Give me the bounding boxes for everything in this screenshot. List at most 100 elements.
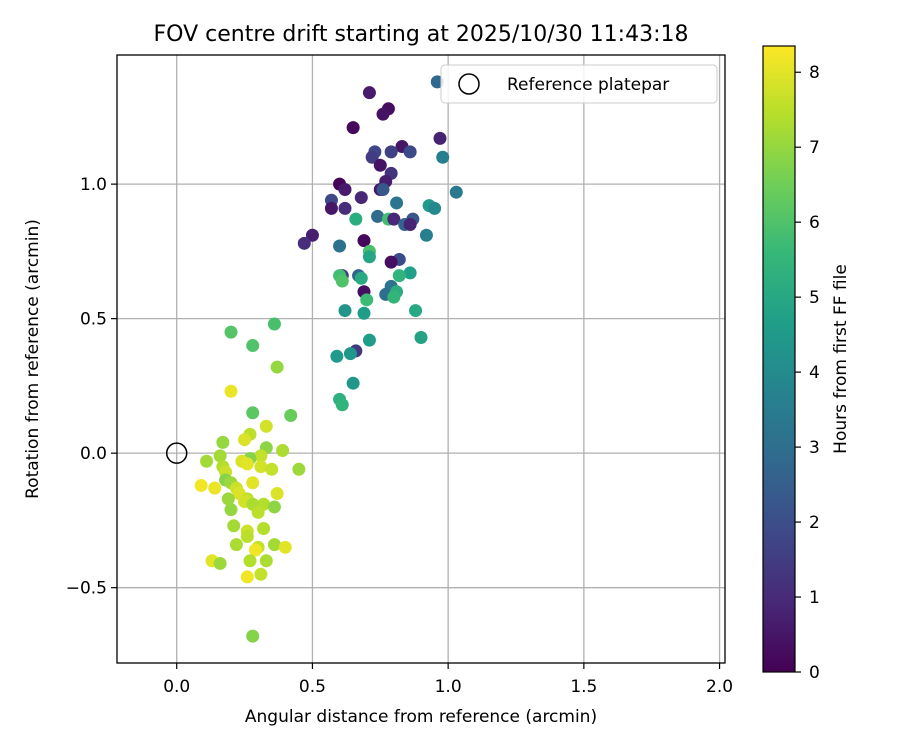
data-point — [243, 554, 257, 568]
legend: Reference platepar — [440, 64, 718, 104]
y-tick-label: 1.0 — [80, 175, 107, 195]
data-point — [240, 457, 254, 471]
colorbar: 0 1 2 3 4 5 6 7 8 — [762, 45, 820, 683]
data-point — [338, 183, 352, 197]
data-point — [267, 500, 281, 514]
y-axis-label: Rotation from reference (arcmin) — [23, 219, 43, 499]
data-point — [409, 304, 423, 318]
colorbar-tick-label: 4 — [809, 363, 820, 383]
data-point — [248, 543, 262, 557]
data-point — [333, 239, 347, 253]
data-point — [194, 478, 208, 492]
legend-label: Reference platepar — [507, 75, 669, 95]
data-point — [419, 228, 433, 242]
data-point — [360, 293, 374, 307]
data-point — [246, 476, 260, 490]
data-point — [246, 406, 260, 420]
data-point — [362, 250, 376, 264]
data-point — [246, 629, 260, 643]
data-point — [354, 271, 368, 285]
data-point — [384, 145, 398, 159]
data-point — [254, 567, 268, 581]
colorbar-tick-label: 5 — [809, 288, 820, 308]
colorbar-tick-label: 8 — [809, 63, 820, 83]
data-point — [305, 228, 319, 242]
data-point — [270, 360, 284, 374]
data-point — [414, 330, 428, 344]
data-point — [297, 236, 311, 250]
colorbar-tick-label: 2 — [809, 513, 820, 533]
data-point — [213, 449, 227, 463]
data-point — [276, 443, 290, 457]
data-point — [224, 384, 238, 398]
data-point — [362, 86, 376, 100]
data-point — [338, 304, 352, 318]
data-point — [449, 185, 463, 199]
data-point — [208, 481, 222, 495]
colorbar-gradient — [763, 46, 795, 672]
data-point — [335, 274, 349, 288]
legend-marker-icon — [458, 73, 480, 95]
data-point — [251, 505, 265, 519]
data-point — [240, 530, 254, 544]
data-point — [392, 269, 406, 283]
data-point — [346, 121, 360, 135]
data-point — [387, 212, 401, 226]
data-point — [254, 449, 268, 463]
data-point — [254, 460, 268, 474]
data-point — [362, 333, 376, 347]
data-point — [357, 306, 371, 320]
x-tick-label: 1.0 — [435, 677, 462, 697]
chart-title: FOV centre drift starting at 2025/10/30 … — [154, 22, 689, 47]
colorbar-ticks: 0 1 2 3 4 5 6 7 8 — [795, 63, 820, 683]
data-point — [278, 540, 292, 554]
data-point — [221, 492, 235, 506]
data-point — [403, 145, 417, 159]
colorbar-label: Hours from first FF file — [831, 264, 851, 454]
data-point — [213, 556, 227, 570]
data-point — [335, 398, 349, 412]
scatter-points — [194, 75, 463, 643]
plot-frame — [116, 54, 726, 664]
data-point — [292, 462, 306, 476]
data-point — [390, 196, 404, 210]
data-point — [257, 521, 271, 535]
x-tick-label: 0.0 — [163, 677, 190, 697]
data-point — [365, 150, 379, 164]
data-point — [376, 183, 390, 197]
data-point — [357, 234, 371, 248]
data-point — [246, 339, 260, 353]
data-point — [224, 325, 238, 339]
y-tick-label: −0.5 — [66, 579, 107, 599]
x-axis-ticks: 0.0 0.5 1.0 1.5 2.0 — [163, 663, 733, 697]
data-point — [240, 570, 254, 584]
y-tick-label: 0.5 — [80, 310, 107, 330]
data-point — [338, 201, 352, 215]
plot-area: 0.0 0.5 1.0 1.5 2.0 −0.5 0.0 0.5 1.0 — [66, 54, 733, 697]
x-tick-label: 1.5 — [570, 677, 597, 697]
data-point — [343, 347, 357, 361]
data-point — [349, 212, 363, 226]
data-point — [227, 519, 241, 533]
data-point — [229, 538, 243, 552]
colorbar-tick-label: 6 — [809, 213, 820, 233]
data-point — [238, 433, 252, 447]
data-point — [376, 107, 390, 121]
data-point — [270, 487, 284, 501]
data-point — [224, 503, 238, 517]
data-point — [267, 538, 281, 552]
colorbar-tick-label: 0 — [809, 663, 820, 683]
data-point — [403, 217, 417, 231]
data-point — [373, 158, 387, 172]
data-point — [200, 454, 214, 468]
data-point — [284, 408, 298, 422]
colorbar-frame — [762, 45, 796, 673]
data-point — [265, 462, 279, 476]
data-point — [346, 376, 360, 390]
x-tick-label: 0.5 — [299, 677, 326, 697]
data-point — [354, 191, 368, 205]
legend-box — [440, 64, 718, 104]
data-point — [324, 201, 338, 215]
y-tick-label: 0.0 — [80, 444, 107, 464]
